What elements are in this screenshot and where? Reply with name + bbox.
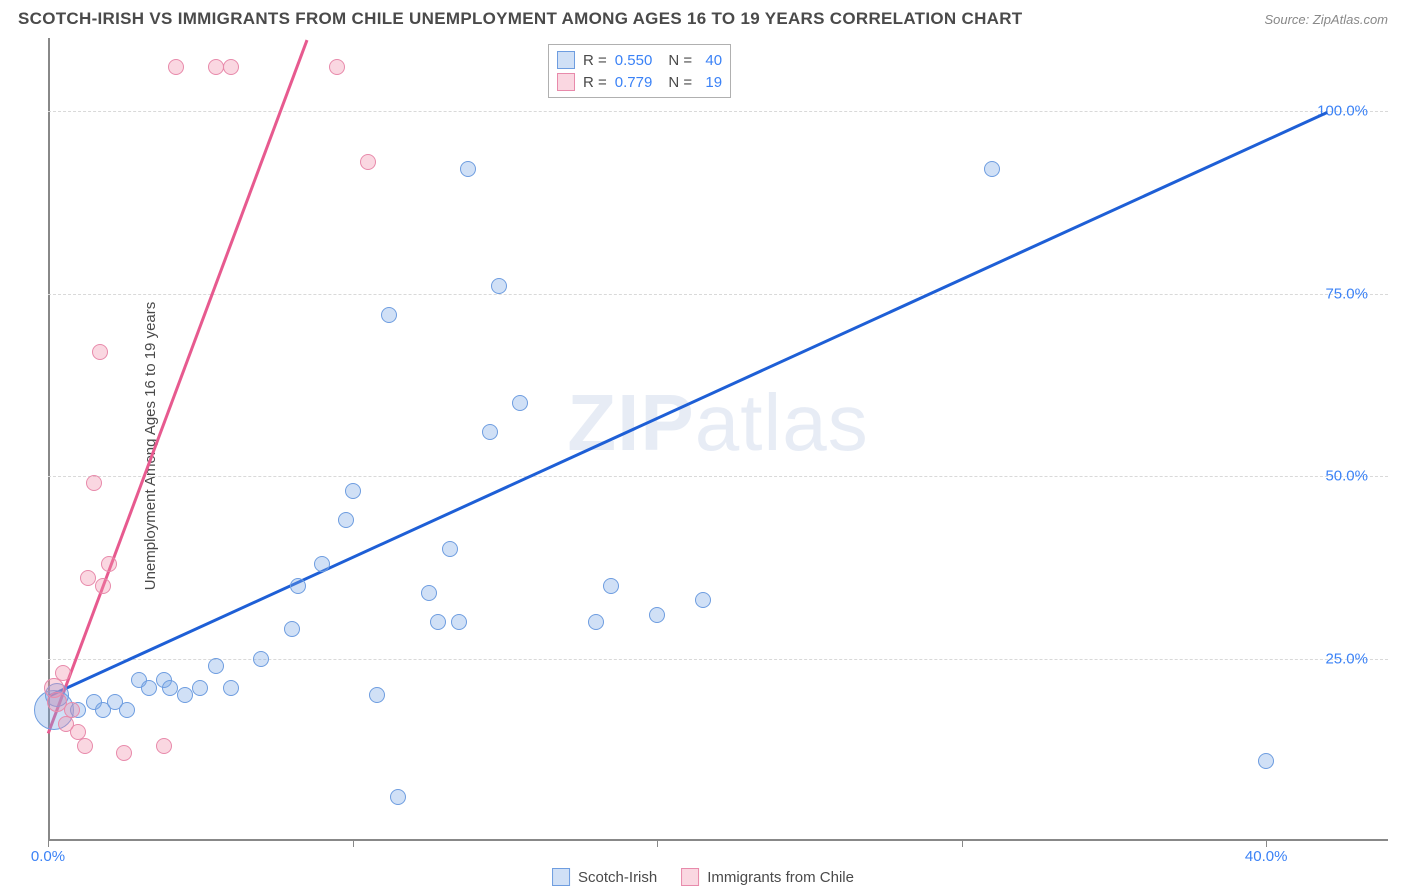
scatter-marker [119, 702, 135, 718]
scatter-marker [451, 614, 467, 630]
scatter-marker [345, 483, 361, 499]
scatter-marker [92, 344, 108, 360]
scatter-marker [1258, 753, 1274, 769]
stats-r-value: 0.779 [615, 74, 653, 91]
legend-bottom: Scotch-Irish Immigrants from Chile [552, 868, 854, 886]
scatter-marker [162, 680, 178, 696]
stats-r-label: R = [583, 52, 607, 69]
stats-n-label: N = [668, 74, 692, 91]
scatter-marker [491, 278, 507, 294]
scatter-marker [381, 307, 397, 323]
legend-item: Immigrants from Chile [681, 868, 854, 886]
scatter-marker [168, 59, 184, 75]
scatter-marker [77, 738, 93, 754]
scatter-marker [177, 687, 193, 703]
legend-swatch [557, 73, 575, 91]
scatter-marker [70, 724, 86, 740]
scatter-marker [482, 424, 498, 440]
y-tick-label: 75.0% [1325, 285, 1368, 302]
stats-n-label: N = [668, 52, 692, 69]
chart-header: SCOTCH-IRISH VS IMMIGRANTS FROM CHILE UN… [0, 0, 1406, 38]
legend-item: Scotch-Irish [552, 868, 657, 886]
scatter-marker [290, 578, 306, 594]
scatter-marker [208, 658, 224, 674]
legend-label: Immigrants from Chile [707, 869, 854, 886]
scatter-marker [360, 154, 376, 170]
x-tick-mark [353, 841, 354, 847]
scatter-marker [86, 475, 102, 491]
scatter-marker [55, 665, 71, 681]
legend-swatch [681, 868, 699, 886]
scatter-marker [603, 578, 619, 594]
gridline-horizontal [48, 476, 1388, 477]
scatter-marker [284, 621, 300, 637]
scatter-marker [80, 570, 96, 586]
stats-r-label: R = [583, 74, 607, 91]
y-tick-label: 25.0% [1325, 650, 1368, 667]
watermark-bold: ZIP [567, 378, 694, 467]
x-tick-mark [962, 841, 963, 847]
scatter-marker [430, 614, 446, 630]
scatter-marker [192, 680, 208, 696]
scatter-marker [253, 651, 269, 667]
scatter-plot-area: ZIPatlas 25.0%50.0%75.0%100.0%0.0%40.0%R… [48, 38, 1388, 841]
stats-n-value: 40 [700, 52, 722, 69]
gridline-horizontal [48, 294, 1388, 295]
scatter-marker [695, 592, 711, 608]
scatter-marker [460, 161, 476, 177]
scatter-marker [223, 680, 239, 696]
scatter-marker [421, 585, 437, 601]
scatter-marker [338, 512, 354, 528]
legend-swatch [552, 868, 570, 886]
legend-swatch [557, 51, 575, 69]
scatter-marker [314, 556, 330, 572]
x-tick-mark [657, 841, 658, 847]
trend-line [47, 111, 1327, 697]
scatter-marker [141, 680, 157, 696]
scatter-marker [116, 745, 132, 761]
x-tick-mark [1266, 841, 1267, 847]
scatter-marker [649, 607, 665, 623]
trend-line [47, 39, 308, 733]
correlation-stats-box: R = 0.550 N = 40 R = 0.779 N = 19 [548, 44, 731, 98]
scatter-marker [64, 702, 80, 718]
scatter-marker [101, 556, 117, 572]
scatter-marker [223, 59, 239, 75]
stats-n-value: 19 [700, 74, 722, 91]
y-tick-label: 50.0% [1325, 468, 1368, 485]
watermark-rest: atlas [695, 378, 869, 467]
x-tick-label: 40.0% [1245, 848, 1288, 865]
scatter-marker [984, 161, 1000, 177]
legend-label: Scotch-Irish [578, 869, 657, 886]
gridline-horizontal [48, 659, 1388, 660]
scatter-marker [95, 578, 111, 594]
scatter-marker [156, 738, 172, 754]
chart-title: SCOTCH-IRISH VS IMMIGRANTS FROM CHILE UN… [18, 9, 1023, 29]
x-tick-label: 0.0% [31, 848, 65, 865]
x-tick-mark [48, 841, 49, 847]
stats-row: R = 0.550 N = 40 [557, 49, 722, 71]
scatter-marker [208, 59, 224, 75]
stats-row: R = 0.779 N = 19 [557, 71, 722, 93]
gridline-horizontal [48, 111, 1388, 112]
stats-r-value: 0.550 [615, 52, 653, 69]
source-attribution: Source: ZipAtlas.com [1264, 12, 1388, 27]
scatter-marker [442, 541, 458, 557]
scatter-marker [512, 395, 528, 411]
scatter-marker [588, 614, 604, 630]
x-axis-line [48, 839, 1388, 841]
scatter-marker [390, 789, 406, 805]
scatter-marker [329, 59, 345, 75]
scatter-marker [369, 687, 385, 703]
